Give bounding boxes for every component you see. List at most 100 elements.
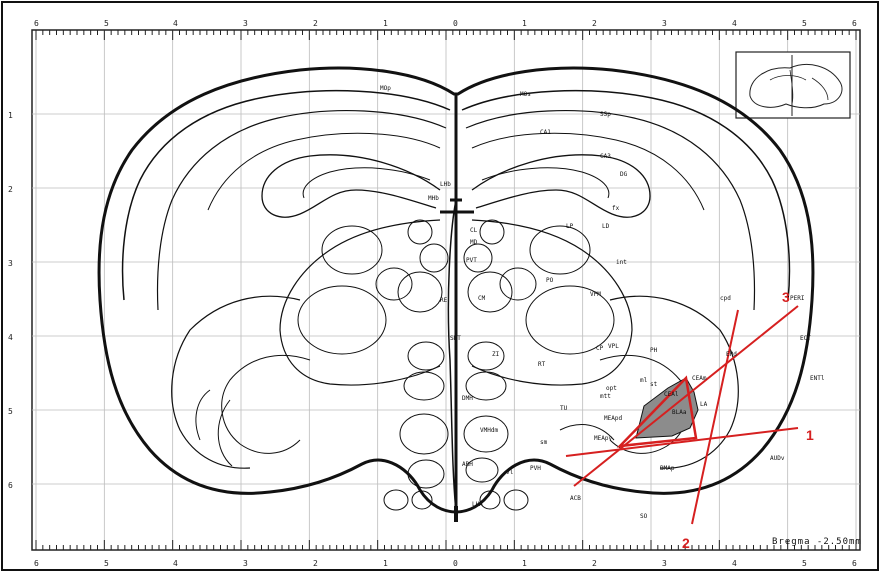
bottom-tick-label: 3 — [243, 559, 248, 568]
top-tick-label: 2 — [313, 19, 318, 28]
line-2 — [691, 309, 739, 525]
region-label: CA1 — [540, 129, 551, 136]
region-label: PO — [546, 277, 554, 284]
region-label: ECT — [800, 335, 811, 342]
marker-2: 2 — [682, 535, 690, 551]
region-label: ml — [640, 377, 648, 384]
region-label: fx — [612, 205, 620, 212]
region-label: RE — [440, 297, 448, 304]
region-label: BLAa — [672, 409, 687, 416]
region-label: PVT — [466, 257, 477, 264]
line-3 — [573, 305, 799, 487]
red-annotation-lines — [565, 305, 799, 525]
region-label: PVH — [530, 465, 541, 472]
region-label: MOp — [380, 85, 391, 92]
region-label: DG — [620, 171, 628, 178]
region-label: SMT — [450, 335, 461, 342]
bottom-tick-label: 6 — [852, 559, 857, 568]
region-label: ZI — [492, 351, 500, 358]
region-label: ACB — [570, 495, 581, 502]
region-label: ARH — [462, 461, 473, 468]
top-tick-label: 4 — [173, 19, 178, 28]
line-1 — [565, 427, 799, 457]
region-label: LHb — [440, 181, 451, 188]
region-label: vl — [506, 469, 514, 476]
region-label: TU — [560, 405, 568, 412]
region-label: CM — [478, 295, 486, 302]
region-label: CP — [596, 345, 604, 352]
left-tick-label: 2 — [8, 185, 13, 194]
red-triangle-outline — [616, 375, 698, 448]
region-label: SSp — [600, 111, 611, 118]
bottom-tick-label: 6 — [34, 559, 39, 568]
region-label: CA3 — [600, 153, 611, 160]
top-tick-label: 6 — [34, 19, 39, 28]
top-tick-label: 3 — [662, 19, 667, 28]
inset-sagittal-thumbnail — [735, 51, 851, 119]
region-label: VPL — [608, 343, 619, 350]
bottom-scale: 6 5 4 3 2 1 0 1 2 3 4 5 6 — [34, 559, 857, 568]
region-label: PH — [650, 347, 658, 354]
region-label: st — [650, 381, 658, 388]
bottom-tick-label: 1 — [383, 559, 388, 568]
region-label: BMAp — [660, 465, 675, 472]
region-label: DMH — [462, 395, 473, 402]
region-label: mtt — [600, 393, 611, 400]
bottom-tick-label: 2 — [313, 559, 318, 568]
top-tick-label: 6 — [852, 19, 857, 28]
region-label: sm — [540, 439, 548, 446]
bottom-tick-label: 0 — [453, 559, 458, 568]
region-label: CEAm — [692, 375, 707, 382]
region-label: VMHdm — [480, 427, 498, 434]
region-label: opt — [606, 385, 617, 392]
region-label: SO — [640, 513, 648, 520]
bregma-label: Bregma -2.50mm — [772, 537, 862, 547]
bottom-tick-label: 3 — [662, 559, 667, 568]
region-label: VPM — [590, 291, 601, 298]
bottom-tick-label: 4 — [732, 559, 737, 568]
bottom-tick-label: 4 — [173, 559, 178, 568]
region-label: LA — [700, 401, 708, 408]
top-tick-label: 0 — [453, 19, 458, 28]
top-tick-label: 5 — [104, 19, 109, 28]
region-label: CL — [470, 227, 478, 234]
region-label: MOs — [520, 91, 531, 98]
region-label: MHb — [428, 195, 439, 202]
region-label: RT — [538, 361, 546, 368]
region-label: ENTl — [810, 375, 825, 382]
bottom-tick-label: 1 — [522, 559, 527, 568]
marker-3: 3 — [782, 289, 790, 305]
bottom-tick-label: 5 — [802, 559, 807, 568]
region-label: AUDv — [770, 455, 785, 462]
region-label: MD — [470, 239, 478, 246]
top-tick-label: 5 — [802, 19, 807, 28]
top-tick-label: 4 — [732, 19, 737, 28]
bottom-tick-label: 2 — [592, 559, 597, 568]
thalamus-right — [471, 219, 633, 386]
hippocampus-right — [471, 154, 651, 218]
top-tick-label: 3 — [243, 19, 248, 28]
brain-section — [97, 66, 815, 522]
left-tick-label: 5 — [8, 407, 13, 416]
bottom-tick-label: 5 — [104, 559, 109, 568]
top-tick-label: 2 — [592, 19, 597, 28]
region-label: LHA — [472, 501, 483, 508]
top-tick-label: 1 — [522, 19, 527, 28]
left-scale: 1 2 3 4 5 6 — [8, 111, 13, 490]
left-tick-label: 1 — [8, 111, 13, 120]
left-tick-label: 4 — [8, 333, 13, 342]
ruler-ticks — [35, 30, 857, 550]
region-label: cpd — [720, 295, 731, 302]
hippocampus-left — [261, 154, 441, 218]
top-scale: 6 5 4 3 2 1 0 1 2 3 4 5 6 — [34, 19, 857, 28]
left-tick-label: 3 — [8, 259, 13, 268]
region-label: CEAl — [664, 391, 679, 398]
top-tick-label: 1 — [383, 19, 388, 28]
thalamus-left — [279, 219, 441, 386]
region-label: LD — [602, 223, 610, 230]
region-label: int — [616, 259, 627, 266]
region-label: EPd — [726, 351, 737, 358]
